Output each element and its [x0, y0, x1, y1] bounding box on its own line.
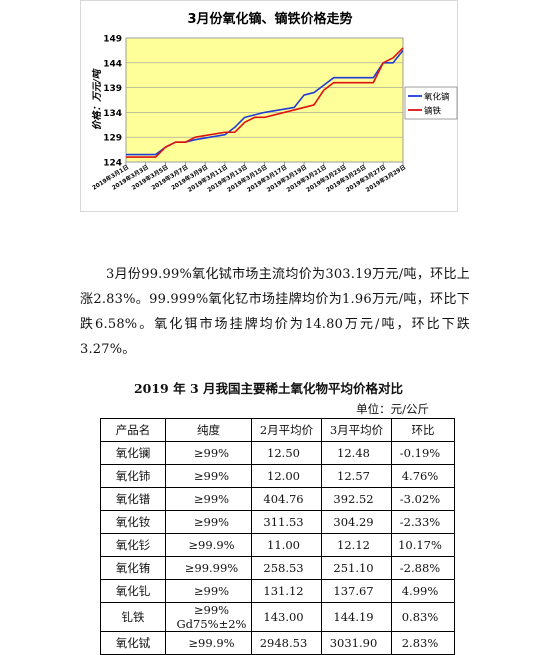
header-feb-avg: 2月平均价 — [251, 418, 322, 442]
y-tick-label: 134 — [103, 109, 122, 119]
cell-product: 钆铁 — [100, 602, 166, 632]
series-line-dyfe — [126, 47, 404, 158]
cell-purity: ≥99.9% — [165, 631, 252, 655]
cell-purity: ≥99% — [165, 441, 252, 465]
table-row: 氧化镨 ≥99% 404.76 392.52 -3.02% — [100, 487, 455, 511]
price-trend-chart: 3月份氧化镝、镝铁价格走势 124 129 134 139 144 149 2019年3月… — [80, 0, 458, 212]
cell-mar-avg: 251.10 — [321, 556, 392, 580]
y-axis-label: 价格：万元/吨 — [91, 68, 103, 130]
chart-canvas: 3月份氧化镝、镝铁价格走势 124 129 134 139 144 149 2019年3月… — [91, 11, 458, 194]
cell-mar-avg: 12.57 — [321, 464, 392, 488]
cell-mar-avg: 3031.90 — [321, 631, 392, 655]
cell-feb-avg: 12.50 — [251, 441, 322, 465]
cell-feb-avg: 11.00 — [251, 533, 322, 557]
y-tick-label: 139 — [103, 84, 122, 94]
cell-feb-avg: 311.53 — [251, 510, 322, 534]
cell-mar-avg: 392.52 — [321, 487, 392, 511]
cell-feb-avg: 12.00 — [251, 464, 322, 488]
cell-mar-avg: 304.29 — [321, 510, 392, 534]
y-tick-label: 129 — [103, 134, 122, 144]
cell-purity: ≥99% — [165, 487, 252, 511]
plot-area — [125, 37, 404, 163]
legend-label-dyfe: 镝铁 — [424, 106, 442, 117]
header-mom: 环比 — [391, 418, 455, 442]
x-tick-labels: 2019年3月1日2019年3月3日2019年3月5日2019年3月7日2019… — [91, 162, 407, 194]
cell-product: 氧化钕 — [100, 510, 166, 534]
cell-product: 氧化镨 — [100, 487, 166, 511]
cell-feb-avg: 2948.53 — [251, 631, 322, 655]
cell-mom: -3.02% — [391, 487, 455, 511]
header-purity: 纯度 — [165, 418, 252, 442]
cell-product: 氧化钆 — [100, 579, 166, 603]
cell-purity: ≥99% — [165, 510, 252, 534]
cell-mom: -0.19% — [391, 441, 455, 465]
cell-mom: 10.17% — [391, 533, 455, 557]
cell-mom: -2.88% — [391, 556, 455, 580]
table-title: 2019 年 3 月我国主要稀土氧化物平均价格对比 — [133, 381, 404, 396]
cell-mom: 0.83% — [391, 602, 455, 632]
cell-mar-avg: 12.48 — [321, 441, 392, 465]
table-row: 氧化铕 ≥99.99% 258.53 251.10 -2.88% — [100, 556, 455, 580]
table-row: 氧化钆 ≥99% 131.12 137.67 4.99% — [100, 579, 455, 603]
cell-feb-avg: 143.00 — [251, 602, 322, 632]
cell-mom: 4.76% — [391, 464, 455, 488]
cell-mar-avg: 12.12 — [321, 533, 392, 557]
table-row: 氧化钐 ≥99.9% 11.00 12.12 10.17% — [100, 533, 455, 557]
legend: 氧化镝 镝铁 — [404, 86, 458, 120]
table-row: 氧化钕 ≥99% 311.53 304.29 -2.33% — [100, 510, 455, 534]
table-unit: 单位：元/公斤 — [356, 402, 429, 416]
table-row: 氧化镧 ≥99% 12.50 12.48 -0.19% — [100, 441, 455, 465]
cell-feb-avg: 131.12 — [251, 579, 322, 603]
cell-mom: -2.33% — [391, 510, 455, 534]
cell-purity: ≥99.99% — [165, 556, 252, 580]
cell-mar-avg: 137.67 — [321, 579, 392, 603]
cell-product: 氧化钐 — [100, 533, 166, 557]
cell-feb-avg: 404.76 — [251, 487, 322, 511]
cell-purity: ≥99.9% — [165, 533, 252, 557]
cell-mar-avg: 144.19 — [321, 602, 392, 632]
y-tick-labels: 124 129 134 139 144 149 — [103, 35, 122, 169]
cell-purity: ≥99% Gd75%±2% — [165, 602, 252, 632]
cell-product: 氧化铕 — [100, 556, 166, 580]
header-mar-avg: 3月平均价 — [321, 418, 392, 442]
header-product: 产品名 — [100, 418, 166, 442]
cell-mom: 4.99% — [391, 579, 455, 603]
y-tick-label: 144 — [103, 59, 122, 69]
cell-product: 氧化镧 — [100, 441, 166, 465]
cell-feb-avg: 258.53 — [251, 556, 322, 580]
table-row: 氧化铽 ≥99.9% 2948.53 3031.90 2.83% — [100, 631, 455, 655]
paragraph-text: 3月份99.99%氧化铽市场主流均价为303.19万元/吨，环比上涨2.83%。… — [80, 267, 470, 357]
table-row: 氧化铈 ≥99% 12.00 12.57 4.76% — [100, 464, 455, 488]
legend-label-dy2o3: 氧化镝 — [424, 92, 450, 103]
y-tick-label: 149 — [103, 35, 122, 45]
table-row: 钆铁 ≥99% Gd75%±2% 143.00 144.19 0.83% — [100, 602, 455, 632]
price-summary-paragraph: 3月份99.99%氧化铽市场主流均价为303.19万元/吨，环比上涨2.83%。… — [80, 262, 470, 362]
table-header-row: 产品名 纯度 2月平均价 3月平均价 环比 — [100, 418, 455, 442]
cell-purity: ≥99% — [165, 464, 252, 488]
chart-title: 3月份氧化镝、镝铁价格走势 — [187, 11, 352, 27]
price-comparison-table: 产品名 纯度 2月平均价 3月平均价 环比 氧化镧 ≥99% 12.50 12.48-… — [100, 418, 455, 655]
y-tick-label: 124 — [103, 159, 122, 169]
cell-product: 氧化铽 — [100, 631, 166, 655]
cell-purity: ≥99% — [165, 579, 252, 603]
series-lines — [126, 47, 404, 158]
cell-mom: 2.83% — [391, 631, 455, 655]
cell-product: 氧化铈 — [100, 464, 166, 488]
